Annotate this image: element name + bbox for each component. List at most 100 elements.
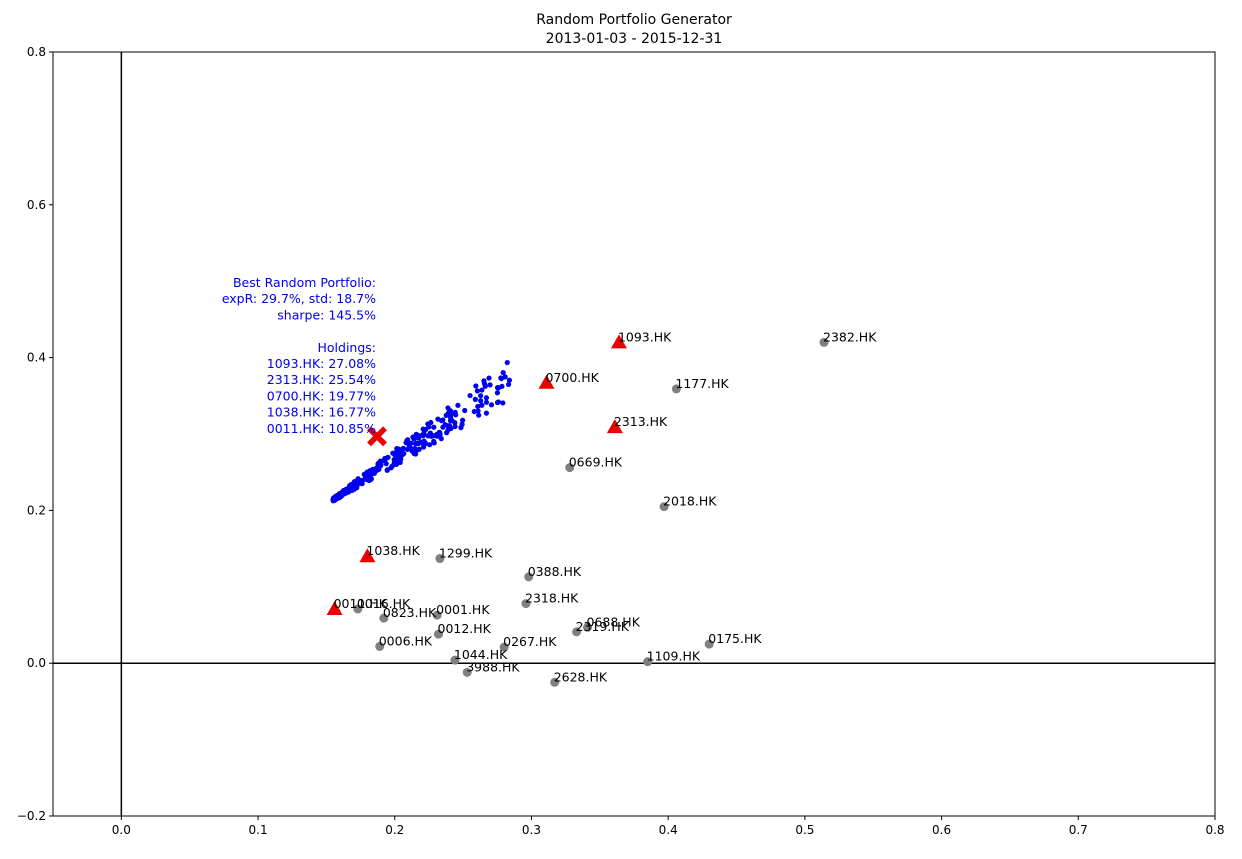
- portfolio-point: [391, 457, 397, 463]
- portfolio-point: [487, 382, 493, 388]
- stock-point: [375, 641, 385, 651]
- stock-point: [499, 642, 509, 652]
- portfolio-point: [426, 424, 432, 430]
- holding-point: [606, 419, 623, 434]
- portfolio-point: [462, 407, 468, 414]
- holding-point: [326, 600, 343, 615]
- portfolio-point: [437, 430, 443, 436]
- annotation-line: Holdings:: [317, 340, 376, 355]
- portfolio-point: [500, 400, 506, 406]
- portfolio-point: [443, 412, 449, 418]
- stock-label: 2628.HK: [554, 669, 608, 684]
- portfolio-point: [336, 492, 343, 498]
- portfolio-point: [483, 395, 490, 401]
- portfolio-point: [427, 442, 433, 448]
- portfolio-point: [420, 426, 426, 432]
- portfolio-point: [397, 453, 403, 459]
- portfolio-point: [435, 416, 441, 422]
- stock-point: [434, 629, 444, 639]
- portfolio-point: [455, 402, 461, 408]
- portfolio-point: [352, 485, 358, 491]
- annotation-line: 0011.HK: 10.85%: [267, 421, 376, 436]
- stock-points: [353, 337, 829, 687]
- y-tick-label: 0.4: [27, 351, 46, 365]
- portfolio-point: [330, 497, 336, 503]
- stock-point: [659, 502, 669, 512]
- holding-point: [610, 334, 627, 349]
- stock-label: 0267.HK: [503, 634, 557, 649]
- point-labels: 2382.HK 1177.HK 0669.HK 2018.HK 1299.HK 0388.…: [334, 329, 878, 684]
- portfolio-point: [428, 419, 434, 426]
- portfolio-point: [411, 450, 417, 456]
- stock-label: 0669.HK: [569, 455, 623, 470]
- portfolio-point: [388, 465, 394, 471]
- portfolio-point: [431, 440, 437, 446]
- best-portfolio-annotation: Best Random Portfolio:expR: 29.7%, std: …: [222, 275, 376, 436]
- portfolio-point: [452, 423, 458, 430]
- x-tick-label: 0.4: [659, 823, 678, 837]
- portfolio-point: [384, 467, 390, 473]
- x-tick-label: 0.3: [522, 823, 541, 837]
- stock-point: [565, 463, 575, 473]
- portfolio-point: [431, 424, 437, 430]
- portfolio-point: [368, 476, 374, 482]
- portfolio-point: [458, 425, 464, 431]
- best-portfolio-marker: [367, 426, 387, 447]
- x-tick-label: 0.0: [112, 823, 131, 837]
- portfolio-point: [476, 412, 482, 418]
- portfolio-point: [404, 446, 411, 453]
- portfolio-point: [479, 402, 485, 408]
- stock-label: 0006.HK: [379, 633, 433, 648]
- stock-point: [435, 554, 445, 564]
- plot-frame: [52, 51, 1216, 817]
- portfolio-point: [440, 417, 446, 423]
- chart-subtitle: 2013-01-03 - 2015-12-31: [546, 31, 723, 47]
- annotation-line: expR: 29.7%, std: 18.7%: [222, 291, 376, 306]
- stock-label: 2382.HK: [823, 329, 877, 344]
- portfolio-point: [425, 433, 431, 439]
- stock-label: 0016.HK: [357, 596, 411, 611]
- portfolio-point: [488, 402, 495, 408]
- x-tick-label: 0.6: [932, 823, 951, 837]
- portfolio-point: [473, 383, 479, 389]
- stock-point: [671, 384, 681, 394]
- portfolio-point: [448, 417, 454, 423]
- portfolio-point: [422, 440, 429, 446]
- portfolio-point: [478, 393, 484, 399]
- stock-point: [450, 655, 460, 665]
- portfolio-point: [415, 432, 421, 438]
- portfolio-point: [448, 425, 454, 432]
- portfolio-point: [505, 381, 512, 388]
- stock-label: 0175.HK: [708, 631, 762, 646]
- x-tick-label: 0.1: [249, 823, 268, 837]
- stock-point: [819, 337, 829, 347]
- stock-label: 0001.HK: [436, 602, 490, 617]
- portfolio-point: [472, 396, 478, 402]
- portfolio-point: [481, 378, 487, 384]
- y-tick-label: 0.8: [27, 45, 46, 59]
- portfolio-point: [405, 439, 411, 446]
- y-tick-label: 0.6: [27, 198, 46, 212]
- annotation-line: 2313.HK: 25.54%: [267, 372, 376, 387]
- portfolio-point: [372, 468, 378, 475]
- portfolio-point: [486, 375, 492, 381]
- portfolio-point: [478, 398, 484, 404]
- portfolio-point: [345, 488, 351, 494]
- portfolio-cloud: [330, 359, 513, 504]
- stock-point: [643, 657, 653, 667]
- portfolio-point: [494, 384, 501, 391]
- portfolio-point: [483, 399, 490, 405]
- stock-point: [379, 613, 389, 623]
- holding-label: 1038.HK: [366, 543, 420, 558]
- portfolio-point: [421, 430, 427, 436]
- x-tick-label: 0.5: [795, 823, 814, 837]
- portfolio-point: [447, 408, 453, 414]
- stock-label: 1044.HK: [454, 647, 508, 662]
- portfolio-point: [453, 412, 459, 418]
- portfolio-point: [475, 408, 481, 414]
- holding-point: [359, 548, 376, 563]
- stock-label: 0688.HK: [587, 614, 641, 629]
- portfolio-point: [411, 436, 417, 442]
- portfolio-point: [504, 359, 510, 366]
- portfolio-point: [483, 410, 490, 416]
